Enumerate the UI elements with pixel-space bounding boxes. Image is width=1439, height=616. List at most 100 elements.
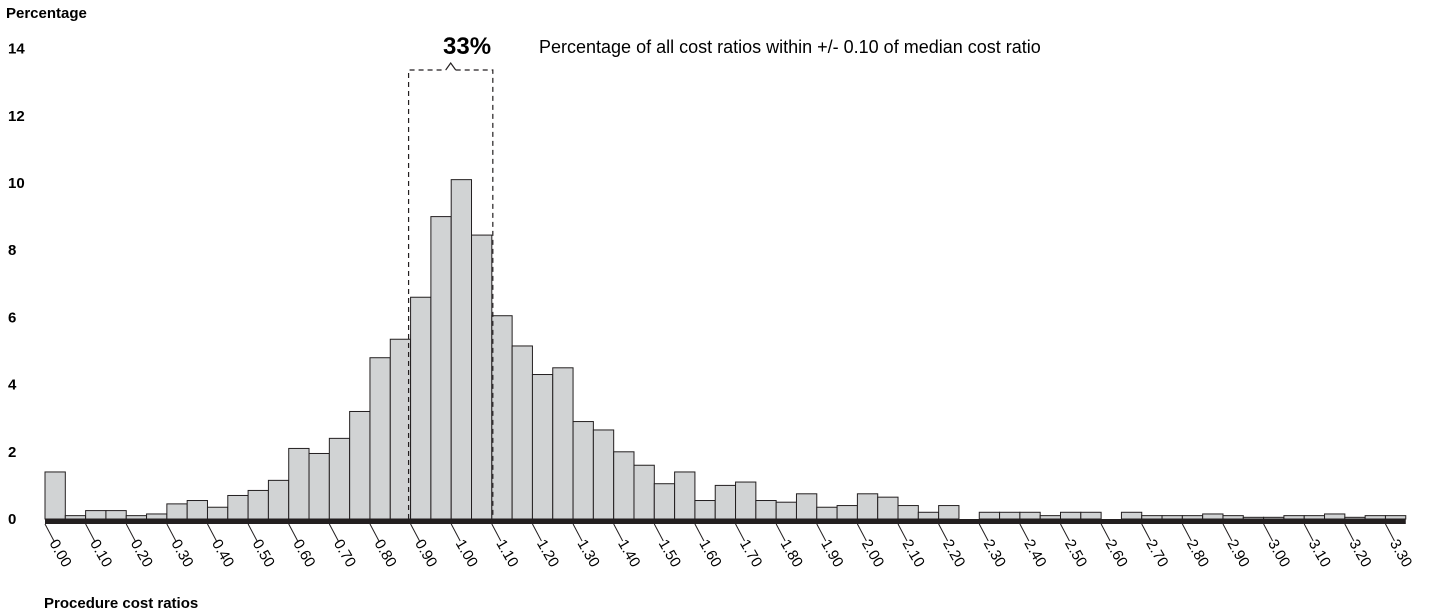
histogram-bar: [816, 506, 838, 520]
x-tick-label: 2.30: [980, 537, 1009, 571]
x-tick-label: 1.00: [452, 537, 481, 571]
y-tick-label: 10: [8, 175, 25, 192]
x-tick-mark: [1060, 523, 1070, 542]
histogram-bar: [795, 493, 818, 520]
histogram-bar: [572, 421, 594, 520]
histogram-bar: [125, 515, 148, 520]
x-tick-mark: [288, 523, 299, 542]
histogram-bar: [1283, 515, 1305, 520]
x-tick-label: 2.20: [939, 537, 968, 571]
histogram-bar: [44, 471, 66, 520]
histogram-bar: [1242, 516, 1265, 520]
y-axis-title: Percentage: [6, 5, 87, 22]
x-tick-label: 3.20: [1345, 537, 1374, 571]
histogram-bar: [105, 510, 127, 520]
x-tick-mark: [1303, 523, 1314, 542]
x-tick-mark: [1019, 523, 1030, 542]
histogram-bar: [1141, 515, 1163, 520]
x-tick-mark: [125, 523, 136, 542]
annotation-text: Percentage of all cost ratios within +/-…: [539, 37, 1041, 57]
x-tick-mark: [775, 523, 786, 542]
y-tick-label: 2: [8, 444, 16, 461]
x-tick-label: 2.80: [1183, 537, 1212, 571]
x-tick-label: 1.60: [695, 537, 724, 571]
x-tick-label: 0.90: [411, 537, 440, 571]
x-tick-mark: [1181, 523, 1192, 542]
histogram-bar: [166, 503, 188, 520]
histogram-bar: [877, 496, 899, 520]
histogram-bar: [938, 505, 960, 520]
x-tick-label: 2.70: [1142, 537, 1171, 571]
histogram-bar: [775, 501, 797, 520]
x-tick-mark: [491, 523, 502, 542]
histogram-bar: [714, 484, 737, 520]
x-tick-mark: [897, 523, 908, 542]
histogram-bar: [999, 511, 1021, 520]
x-tick-label: 0.60: [289, 537, 318, 571]
histogram-bar: [410, 296, 432, 520]
x-tick-label: 1.30: [574, 537, 603, 571]
x-tick-mark: [694, 523, 705, 542]
x-axis-title: Procedure cost ratios: [44, 595, 198, 612]
x-tick-mark: [1385, 523, 1395, 542]
x-tick-label: 0.10: [86, 537, 115, 571]
histogram-bar: [369, 357, 391, 520]
x-tick-mark: [328, 523, 339, 542]
histogram-bar: [1222, 515, 1244, 520]
histogram-bar: [349, 410, 371, 520]
x-tick-mark: [410, 523, 421, 542]
x-tick-mark: [613, 523, 624, 542]
annotation-bracket: [407, 61, 494, 519]
x-tick-mark: [450, 523, 461, 542]
histogram-bar: [674, 471, 696, 520]
x-tick-label: 1.80: [777, 537, 806, 571]
histogram-bar: [450, 179, 473, 520]
histogram-bar: [64, 515, 87, 520]
histogram-bar: [653, 483, 676, 520]
histogram-bar: [978, 511, 1001, 520]
histogram-bar: [1324, 513, 1346, 520]
x-tick-mark: [166, 523, 177, 542]
histogram-bar: [1120, 511, 1143, 520]
x-tick-label: 0.50: [249, 537, 278, 571]
x-tick-mark: [816, 523, 827, 542]
x-tick-mark: [44, 523, 55, 542]
x-tick-mark: [1222, 523, 1233, 542]
x-tick-mark: [653, 523, 664, 542]
histogram-bar: [694, 500, 716, 520]
x-tick-label: 2.10: [899, 537, 928, 571]
histogram-bar: [1303, 515, 1326, 520]
x-tick-label: 2.90: [1224, 537, 1253, 571]
histogram-bar: [430, 216, 452, 520]
y-tick-label: 4: [8, 377, 17, 394]
x-tick-label: 1.70: [736, 537, 765, 571]
histogram-bar: [491, 315, 513, 520]
histogram-bar: [85, 510, 107, 520]
x-tick-label: 1.40: [614, 537, 643, 571]
bars: [44, 179, 1407, 520]
histogram-bar: [633, 464, 655, 520]
histogram-bar: [1384, 515, 1407, 520]
x-tick-label: 1.10: [492, 537, 521, 571]
x-tick-mark: [531, 523, 542, 542]
x-tick-mark: [1141, 523, 1152, 542]
x-tick-mark: [247, 523, 258, 542]
histogram-bar: [227, 494, 249, 520]
x-axis: 0.00 0.10 0.20 0.30 0.40 0.50 0.60 0.70 0.80 0.90…: [44, 519, 1415, 571]
x-tick-mark: [938, 523, 949, 542]
histogram-bar: [308, 452, 330, 520]
x-tick-mark: [856, 523, 867, 542]
histogram-bar: [592, 429, 615, 520]
x-axis-baseline: [45, 519, 1406, 524]
x-tick-label: 2.00: [858, 537, 887, 571]
histogram-bar: [856, 493, 879, 520]
histogram-bar: [471, 234, 493, 520]
histogram-bar: [1039, 515, 1061, 520]
x-tick-mark: [572, 523, 583, 542]
histogram-bar: [1080, 511, 1102, 520]
x-tick-label: 0.40: [208, 537, 237, 571]
histogram-bar: [1161, 515, 1183, 520]
x-tick-label: 0.30: [167, 537, 196, 571]
histogram-bar: [755, 500, 777, 520]
